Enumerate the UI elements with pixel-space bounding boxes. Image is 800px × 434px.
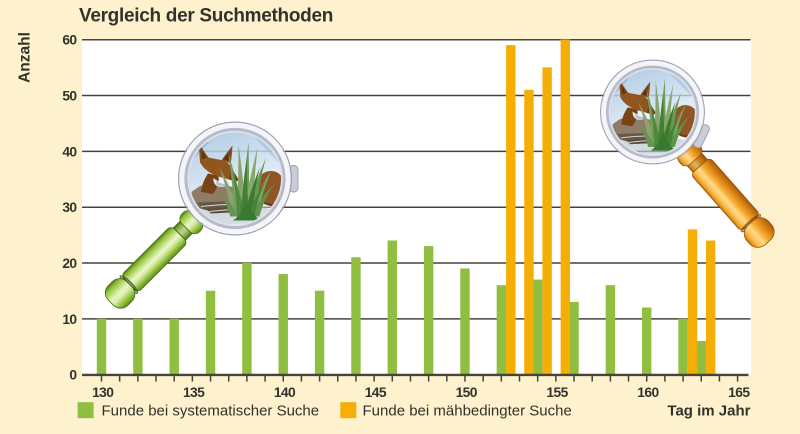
svg-text:130: 130 (92, 385, 114, 400)
svg-text:Funde bei systematischer Suche: Funde bei systematischer Suche (102, 403, 320, 420)
svg-text:Tag im Jahr: Tag im Jahr (667, 403, 750, 420)
svg-text:135: 135 (183, 385, 205, 400)
svg-text:40: 40 (62, 144, 77, 159)
svg-text:60: 60 (62, 33, 77, 48)
svg-text:10: 10 (62, 312, 77, 327)
svg-text:160: 160 (637, 385, 659, 400)
svg-text:140: 140 (274, 385, 296, 400)
svg-text:150: 150 (456, 385, 478, 400)
svg-text:20: 20 (62, 256, 77, 271)
svg-text:155: 155 (546, 385, 568, 400)
svg-text:0: 0 (69, 368, 77, 383)
svg-text:Funde bei mähbedingter Suche: Funde bei mähbedingter Suche (363, 403, 572, 420)
svg-text:Vergleich der Suchmethoden: Vergleich der Suchmethoden (79, 5, 333, 26)
svg-text:50: 50 (62, 88, 77, 103)
svg-text:145: 145 (365, 385, 387, 400)
svg-text:30: 30 (62, 200, 77, 215)
svg-text:165: 165 (728, 385, 750, 400)
svg-text:Anzahl: Anzahl (17, 32, 34, 83)
